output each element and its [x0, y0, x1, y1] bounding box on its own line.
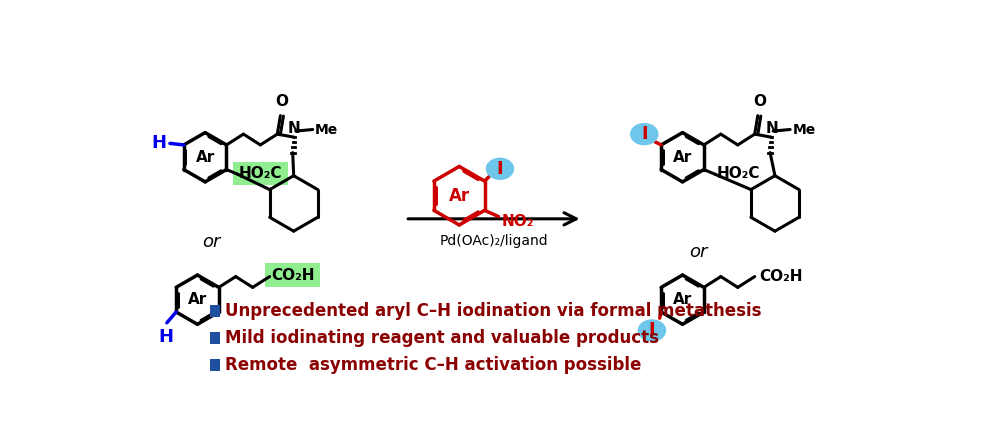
Text: Mild iodinating reagent and valuable products: Mild iodinating reagent and valuable pro…	[225, 329, 659, 347]
Text: Unprecedented aryl C–H iodination via formal metathesis: Unprecedented aryl C–H iodination via fo…	[225, 302, 762, 320]
Text: I: I	[496, 160, 504, 178]
FancyBboxPatch shape	[265, 263, 321, 287]
Text: HO₂C: HO₂C	[239, 166, 282, 181]
Text: CO₂H: CO₂H	[759, 269, 803, 284]
Text: O: O	[275, 95, 288, 110]
Text: Ar: Ar	[448, 187, 469, 205]
Text: Remote  asymmetric C–H activation possible: Remote asymmetric C–H activation possibl…	[225, 356, 641, 374]
Text: Ar: Ar	[196, 150, 215, 165]
Text: I: I	[648, 321, 655, 340]
Text: or: or	[688, 243, 708, 261]
Ellipse shape	[631, 124, 658, 145]
Text: Ar: Ar	[188, 292, 207, 307]
Text: N: N	[287, 121, 300, 136]
FancyBboxPatch shape	[210, 305, 220, 317]
FancyBboxPatch shape	[210, 359, 220, 371]
Text: Me: Me	[792, 123, 816, 136]
Ellipse shape	[486, 159, 514, 179]
Text: H: H	[152, 135, 167, 152]
Text: N: N	[765, 121, 778, 136]
Text: or: or	[202, 233, 220, 251]
Text: Pd(OAc)₂/ligand: Pd(OAc)₂/ligand	[439, 234, 548, 248]
Text: Ar: Ar	[673, 150, 692, 165]
FancyBboxPatch shape	[210, 332, 220, 344]
Text: NO₂: NO₂	[501, 214, 534, 229]
Ellipse shape	[638, 320, 665, 341]
Text: H: H	[159, 328, 174, 346]
Text: HO₂C: HO₂C	[717, 166, 760, 181]
Text: I: I	[641, 125, 647, 143]
Text: CO₂H: CO₂H	[271, 268, 315, 282]
FancyBboxPatch shape	[233, 162, 288, 185]
Text: Me: Me	[315, 123, 339, 136]
Text: O: O	[753, 95, 766, 110]
Text: Ar: Ar	[673, 292, 692, 307]
